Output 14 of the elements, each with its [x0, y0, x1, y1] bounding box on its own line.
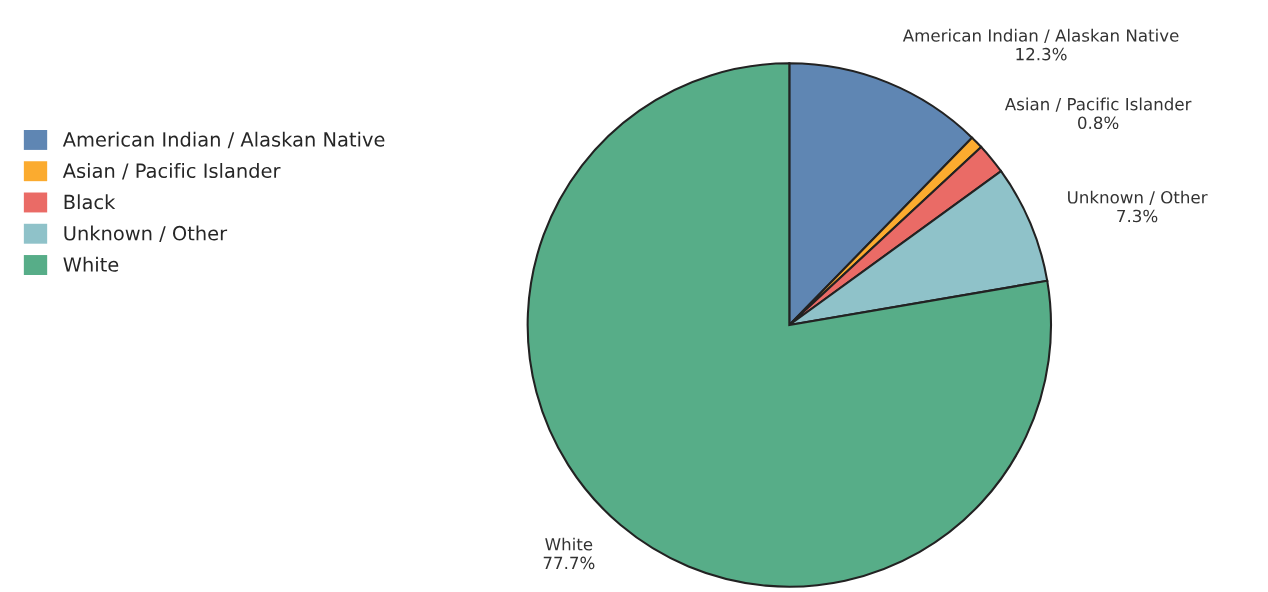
pie-slice	[526, 62, 1053, 588]
legend-label: Black	[64, 194, 116, 210]
data-label: 12.3%	[1016, 47, 1067, 61]
slice-label: Unknown / Other	[1068, 190, 1208, 205]
legend-label: White	[63, 256, 119, 272]
legend-label: Asian / Pacific Islander	[62, 163, 281, 180]
slice-label: Asian / Pacific Islander	[1004, 97, 1192, 112]
legend-label: American Indian / Alaskan Native	[62, 131, 385, 149]
slice-label: American Indian / Alaskan Native	[902, 28, 1179, 44]
legend-label: Unknown / Other	[64, 225, 228, 243]
data-label: 77.7%	[543, 556, 595, 570]
data-label: 0.8%	[1078, 116, 1119, 130]
slice-label: White	[545, 537, 593, 551]
data-label: 7.3%	[1117, 209, 1158, 223]
